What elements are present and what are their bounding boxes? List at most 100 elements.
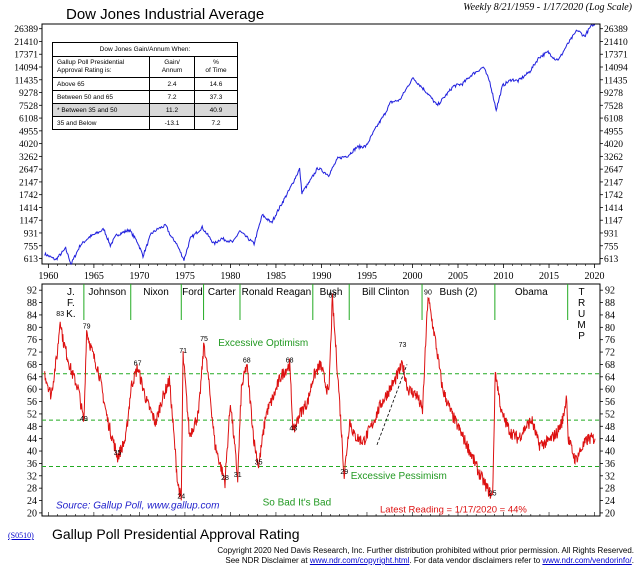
lower-right-tick-label: 88 (605, 298, 615, 309)
upper-left-tick-label: 9278 (19, 89, 38, 99)
gain-table-row-label: * Between 35 and 50 (53, 104, 150, 116)
upper-right-tick-label: 26389 (604, 25, 628, 35)
upper-left-tick-label: 7528 (19, 102, 38, 112)
gain-table-row-pct: 14.6 (209, 80, 223, 88)
gain-table-col2-line2: Annum (161, 67, 183, 74)
lower-right-tick-label: 32 (605, 471, 615, 482)
gain-table-row-pct: 7.2 (211, 119, 221, 127)
copyright-line2-mid: . For data vendor disclaimers refer to (409, 556, 541, 565)
president-label: Ford (182, 287, 203, 298)
upper-left-tick-label: 11435 (15, 76, 39, 86)
upper-x-tick-label: 1960 (38, 271, 58, 282)
upper-right-tick-label: 7528 (604, 102, 623, 112)
upper-left-tick-label: 21410 (14, 38, 38, 48)
upper-right-tick-label: 931 (604, 229, 619, 239)
approval-peak-label: 67 (134, 361, 142, 368)
upper-right-tick-label: 21410 (604, 38, 628, 48)
upper-right-tick-label: 9278 (604, 89, 623, 99)
lower-right-tick-label: 36 (605, 459, 615, 470)
gain-table-row-label: Between 50 and 65 (53, 91, 150, 103)
upper-x-tick-label: 1980 (220, 271, 240, 282)
excessive-optimism-label: Excessive Optimism (218, 338, 308, 349)
upper-x-tick-label: 1995 (357, 271, 377, 282)
lower-left-tick-label: 44 (27, 434, 37, 445)
approval-peak-label: 31 (234, 472, 242, 479)
upper-left-tick-label: 613 (24, 255, 39, 265)
gain-table-row-gain: 11.2 (150, 104, 195, 116)
source-label: Source: Gallup Poll, www.gallup.com (56, 500, 219, 511)
upper-x-tick-label: 2015 (539, 271, 559, 282)
lower-left-tick-label: 32 (27, 471, 37, 482)
lower-left-tick-label: 36 (27, 459, 37, 470)
upper-chart-title: Dow Jones Industrial Average (66, 6, 265, 23)
lower-left-tick-label: 80 (27, 323, 37, 334)
copyright-notice: Copyright 2020 Ned Davis Research, Inc. … (217, 546, 634, 566)
gain-table-col3-header: % of Time (195, 57, 237, 77)
lower-right-tick-label: 68 (605, 360, 615, 371)
gain-table-row: 35 and Below -13.1 7.2 (53, 117, 237, 129)
president-label: Bush (2) (440, 287, 478, 298)
president-label: Obama (515, 287, 548, 298)
lower-right-tick-label: 28 (605, 484, 615, 495)
gain-table-row: Between 50 and 65 7.2 37.3 (53, 91, 237, 104)
president-label-trump: R (578, 298, 585, 309)
upper-chart-subtitle: Weekly 8/21/1959 - 1/17/2020 (Log Scale) (463, 2, 632, 13)
upper-right-tick-label: 1742 (604, 191, 623, 201)
approval-peak-label: 79 (83, 323, 91, 330)
vendor-info-link[interactable]: www.ndr.com/vendorinfo/ (542, 556, 632, 565)
lower-right-tick-label: 72 (605, 348, 615, 359)
lower-left-tick-label: 28 (27, 484, 37, 495)
lower-right-tick-label: 76 (605, 335, 615, 346)
lower-right-tick-label: 44 (605, 434, 615, 445)
gain-table-row-label: Above 65 (53, 78, 150, 90)
lower-right-tick-label: 20 (605, 508, 615, 519)
president-label: Ronald Reagan (242, 287, 312, 298)
approval-peak-label: 75 (200, 336, 208, 343)
copyright-link[interactable]: www.ndr.com/copyright.html (309, 556, 410, 565)
president-label: Bill Clinton (362, 287, 409, 298)
approval-peak-label: 35 (255, 460, 263, 467)
upper-left-tick-label: 2647 (19, 166, 38, 176)
lower-right-tick-label: 80 (605, 323, 615, 334)
lower-left-tick-label: 68 (27, 360, 37, 371)
gain-table-col2-header: Gain/ Annum (150, 57, 195, 77)
copyright-line1: Copyright 2020 Ned Davis Research, Inc. … (217, 546, 634, 555)
lower-right-tick-label: 64 (605, 372, 615, 383)
approval-series-line (44, 293, 596, 501)
approval-peak-label: 68 (286, 357, 294, 364)
upper-x-tick-label: 1990 (311, 271, 331, 282)
lower-left-tick-label: 64 (27, 372, 37, 383)
gain-table-row: Above 65 2.4 14.6 (53, 78, 237, 91)
approval-peak-label: 28 (221, 475, 229, 482)
president-label: Carter (208, 287, 236, 298)
lower-left-tick-label: 48 (27, 422, 37, 433)
upper-left-tick-label: 17371 (14, 51, 38, 61)
upper-left-tick-label: 1414 (19, 204, 38, 214)
approval-peak-label: 68 (243, 357, 251, 364)
gain-table-title: Dow Jones Gain/Annum When: (53, 43, 237, 57)
gain-table: Dow Jones Gain/Annum When: Gallup Poll P… (52, 42, 238, 130)
upper-x-tick-label: 1975 (175, 271, 195, 282)
upper-x-tick-label: 2000 (402, 271, 422, 282)
gain-table-col3-line2: of Time (205, 67, 227, 74)
lower-right-tick-label: 56 (605, 397, 615, 408)
chart-code-link[interactable]: (S0510) (8, 531, 34, 540)
upper-left-tick-label: 2147 (19, 178, 38, 188)
gain-table-row-gain: -13.1 (150, 117, 195, 129)
approval-peak-label: 83 (56, 311, 64, 318)
gain-table-row-label: 35 and Below (53, 117, 150, 129)
excessive-pessimism-label: Excessive Pessimism (351, 471, 447, 482)
copyright-line2: See NDR Disclaimer at www.ndr.com/copyri… (217, 556, 634, 566)
trend-dashed-line (376, 364, 408, 445)
approval-peak-label: 29 (340, 469, 348, 476)
copyright-line2-end: . (631, 556, 634, 565)
upper-right-tick-label: 4020 (604, 140, 623, 150)
upper-x-tick-label: 1970 (129, 271, 149, 282)
lower-right-tick-label: 52 (605, 409, 615, 420)
lower-left-tick-label: 76 (27, 335, 37, 346)
lower-left-tick-label: 40 (27, 447, 37, 458)
lower-right-tick-label: 24 (605, 496, 615, 507)
upper-right-tick-label: 17371 (604, 51, 628, 61)
